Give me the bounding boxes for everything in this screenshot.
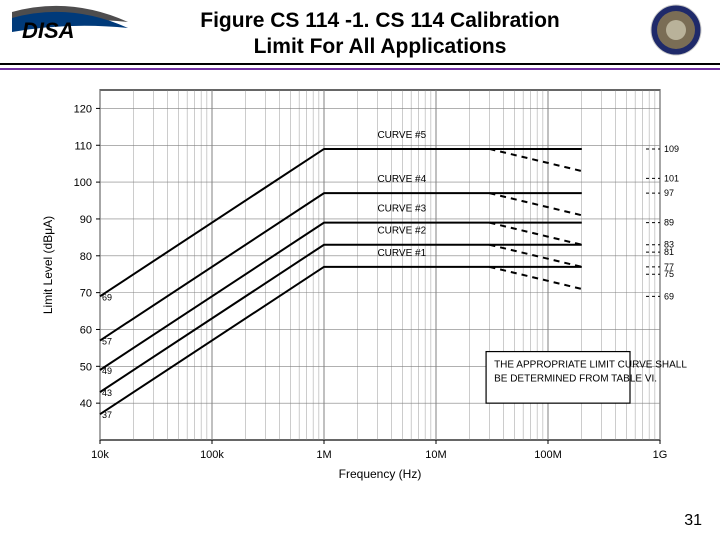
svg-text:110: 110 bbox=[74, 140, 92, 152]
svg-text:DISA: DISA bbox=[22, 18, 75, 42]
svg-text:89: 89 bbox=[664, 218, 674, 228]
svg-text:100k: 100k bbox=[200, 449, 224, 461]
svg-text:100: 100 bbox=[74, 177, 92, 189]
dod-seal-icon bbox=[650, 4, 702, 56]
svg-text:CURVE #1: CURVE #1 bbox=[377, 248, 426, 259]
svg-text:1G: 1G bbox=[653, 449, 668, 461]
svg-text:80: 80 bbox=[80, 251, 92, 263]
page-number: 31 bbox=[684, 512, 702, 530]
header-rule-bottom bbox=[0, 68, 720, 70]
svg-text:CURVE #5: CURVE #5 bbox=[377, 130, 426, 141]
svg-text:CURVE #4: CURVE #4 bbox=[377, 174, 426, 185]
svg-text:70: 70 bbox=[80, 288, 92, 300]
svg-text:CURVE #2: CURVE #2 bbox=[377, 226, 426, 237]
slide: DISA Figure CS 114 -1. CS 114 Calibratio… bbox=[0, 0, 720, 540]
slide-title-line1: Figure CS 114 -1. CS 114 Calibration bbox=[200, 9, 559, 32]
svg-text:1M: 1M bbox=[316, 449, 331, 461]
svg-text:THE APPROPRIATE LIMIT CURVE SH: THE APPROPRIATE LIMIT CURVE SHALL bbox=[494, 360, 687, 371]
slide-title: Figure CS 114 -1. CS 114 Calibration Lim… bbox=[150, 8, 610, 61]
svg-text:Limit Level (dBμA): Limit Level (dBμA) bbox=[41, 216, 55, 314]
svg-text:69: 69 bbox=[664, 291, 674, 301]
svg-text:100M: 100M bbox=[534, 449, 562, 461]
svg-text:109: 109 bbox=[664, 144, 679, 154]
disa-logo: DISA bbox=[10, 4, 130, 42]
svg-text:50: 50 bbox=[80, 361, 92, 373]
svg-text:60: 60 bbox=[80, 324, 92, 336]
svg-text:75: 75 bbox=[664, 269, 674, 279]
svg-text:97: 97 bbox=[664, 188, 674, 198]
svg-text:90: 90 bbox=[80, 214, 92, 226]
svg-text:Frequency (Hz): Frequency (Hz) bbox=[339, 467, 422, 481]
header: DISA Figure CS 114 -1. CS 114 Calibratio… bbox=[0, 0, 720, 70]
svg-text:81: 81 bbox=[664, 247, 674, 257]
svg-text:40: 40 bbox=[80, 398, 92, 410]
svg-text:101: 101 bbox=[664, 173, 679, 183]
svg-text:120: 120 bbox=[74, 103, 92, 115]
svg-text:10k: 10k bbox=[91, 449, 109, 461]
calibration-chart: 405060708090100110120374349576910k100k1M… bbox=[30, 78, 690, 498]
svg-text:10M: 10M bbox=[425, 449, 446, 461]
slide-title-line2: Limit For All Applications bbox=[254, 35, 507, 58]
svg-text:BE DETERMINED FROM TABLE VI.: BE DETERMINED FROM TABLE VI. bbox=[494, 374, 657, 385]
header-rule-top bbox=[0, 63, 720, 65]
svg-text:CURVE #3: CURVE #3 bbox=[377, 204, 426, 215]
